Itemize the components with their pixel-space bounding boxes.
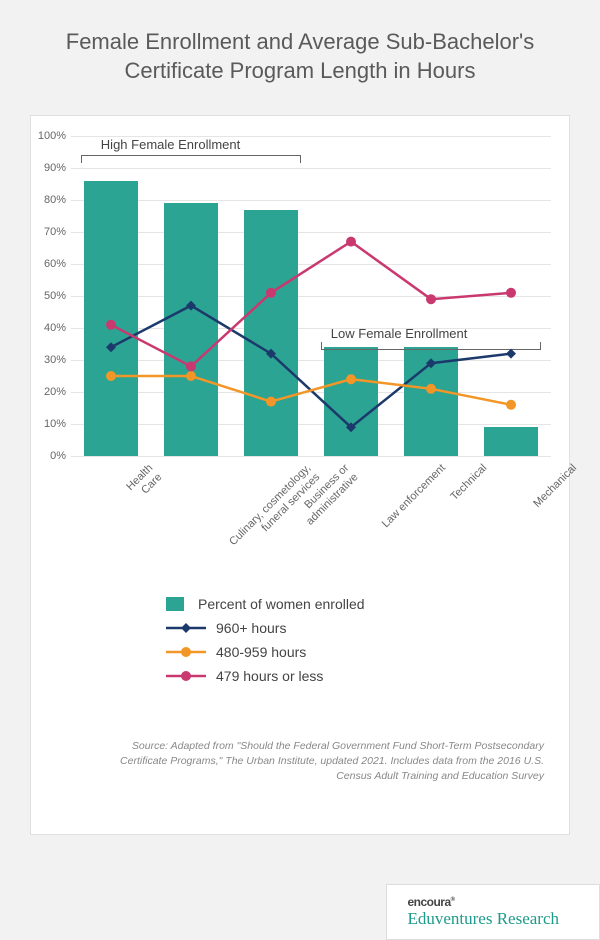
line-marker [266, 288, 276, 298]
y-tick: 40% [44, 322, 66, 334]
y-tick: 70% [44, 226, 66, 238]
line-series-svg [71, 136, 551, 456]
line-marker [186, 362, 196, 372]
brand-encoura: encoura® [407, 895, 559, 909]
source-citation: Source: Adapted from "Should the Federal… [46, 739, 554, 783]
footer-branding: encoura® Eduventures Research [386, 884, 600, 940]
legend-label: Percent of women enrolled [198, 596, 365, 612]
y-tick: 30% [44, 354, 66, 366]
legend-swatch [166, 621, 206, 635]
legend-swatch [166, 645, 206, 659]
x-label: Health Care [124, 462, 165, 503]
line-marker [266, 397, 276, 407]
x-label: Mechanical [531, 462, 580, 511]
y-tick: 50% [44, 290, 66, 302]
legend-label: 960+ hours [216, 620, 286, 636]
brand-encoura-text: encoura [407, 895, 450, 909]
line-series [111, 376, 511, 405]
y-tick: 90% [44, 162, 66, 174]
y-tick: 80% [44, 194, 66, 206]
legend-label: 479 hours or less [216, 668, 323, 684]
line-marker [426, 294, 436, 304]
line-marker [106, 342, 116, 352]
legend-swatch [166, 669, 206, 683]
y-axis: 0%10%20%30%40%50%60%70%80%90%100% [36, 136, 71, 456]
brand-eduventures-text: Eduventures Research [407, 909, 559, 928]
chart-title: Female Enrollment and Average Sub-Bachel… [0, 0, 600, 105]
legend-item: 480-959 hours [166, 644, 554, 660]
y-tick: 100% [38, 130, 66, 142]
x-label: Law enforcement [380, 462, 449, 531]
legend-item: Percent of women enrolled [166, 596, 554, 612]
legend-label: 480-959 hours [216, 644, 306, 660]
line-marker [186, 371, 196, 381]
brand-eduventures: Eduventures Research [407, 909, 559, 929]
y-tick: 60% [44, 258, 66, 270]
y-tick: 10% [44, 418, 66, 430]
legend-item: 960+ hours [166, 620, 554, 636]
line-marker [506, 349, 516, 359]
legend-swatch [166, 597, 184, 611]
line-marker [106, 371, 116, 381]
y-tick: 20% [44, 386, 66, 398]
line-marker [426, 384, 436, 394]
x-label: Technical [448, 462, 490, 504]
plot-area: 0%10%20%30%40%50%60%70%80%90%100% High F… [71, 136, 551, 456]
line-marker [346, 374, 356, 384]
grid-line [71, 456, 551, 457]
legend: Percent of women enrolled 960+ hours 480-9… [166, 596, 554, 684]
legend-item: 479 hours or less [166, 668, 554, 684]
chart-panel: 0%10%20%30%40%50%60%70%80%90%100% High F… [30, 115, 570, 835]
page-container: Female Enrollment and Average Sub-Bachel… [0, 0, 600, 940]
line-series [111, 306, 511, 428]
line-marker [106, 320, 116, 330]
line-marker [506, 288, 516, 298]
line-series [111, 242, 511, 367]
y-tick: 0% [50, 450, 66, 462]
line-marker [506, 400, 516, 410]
line-marker [346, 237, 356, 247]
